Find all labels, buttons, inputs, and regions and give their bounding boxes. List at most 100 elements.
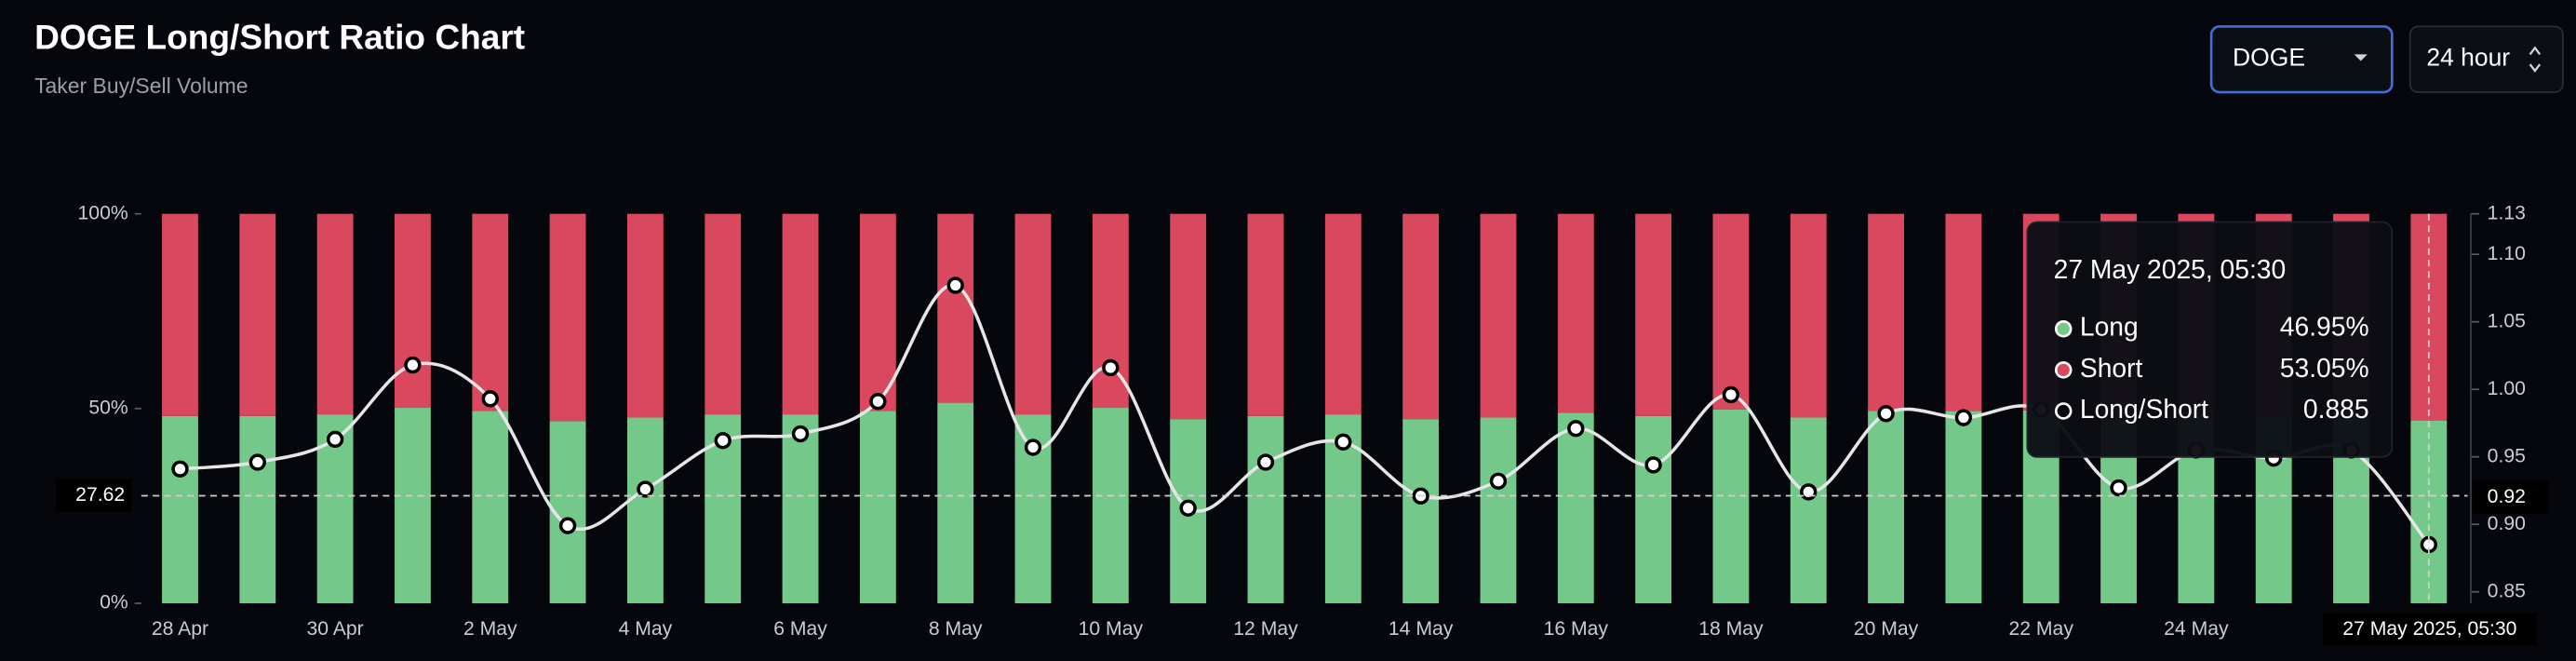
long-bar [1402,419,1440,604]
short-bar [704,213,742,415]
ratio-point [248,453,266,471]
short-bar [316,213,354,415]
select-value[interactable]: 24 hour [2426,44,2510,72]
ratio-point [1722,385,1740,404]
ratio-point [1489,472,1508,490]
long-bar [1712,409,1750,604]
short-bar [2410,213,2448,421]
ratio-point [1024,438,1042,456]
short-bar [239,213,276,416]
crosshair-y2-label: 0.92 [2488,486,2526,507]
ratio-point [558,517,577,534]
long-bar [937,402,974,604]
short-bar [1247,213,1284,416]
short-bar [1712,213,1750,410]
long-bar [1790,417,1827,604]
long-bar [395,408,431,604]
select-arrow[interactable] [2354,54,2368,61]
ratio-point [1335,433,1352,451]
x-tick-label: 6 May [773,618,827,640]
y-tick-label: 50% [88,397,128,418]
x-tick-label: 22 May [2008,618,2073,640]
ratio-point [869,393,887,411]
long-bar [1480,417,1517,604]
short-bar [395,213,431,409]
ratio-point [1877,405,1895,423]
short-bar [1402,213,1440,420]
select-value[interactable]: DOGE [2233,44,2305,72]
crosshair-x-label: 27 May 2025, 05:30 [2342,618,2516,640]
x-tick-label: 8 May [929,618,983,640]
tooltip-name: Long [2080,312,2139,342]
tooltip-box [2026,221,2394,458]
long-bar [1868,411,1904,604]
short-bar [1170,213,1207,420]
tooltip-name: Short [2080,353,2143,383]
period-select[interactable]: 24 hour [2408,25,2564,93]
tooltip-value: 46.95% [2280,312,2369,342]
long-bar [239,415,276,604]
ratio-point [326,430,344,449]
short-bar [549,213,586,422]
symbol-select[interactable]: DOGE [2209,25,2394,94]
ratio-point [404,356,422,374]
short-bar [1945,213,1982,411]
y2-tick-label: 1.00 [2488,378,2526,399]
ratio-point [1102,358,1120,377]
select-arrow[interactable] [2529,46,2542,73]
long-bar [1635,415,1672,604]
x-tick-label: 30 Apr [307,618,364,640]
tooltip-swatch [2054,402,2073,420]
long-bar [1557,412,1594,604]
select-box[interactable] [2408,25,2564,93]
x-tick-label: 18 May [1698,618,1764,640]
tooltip-value: 0.885 [2303,394,2369,424]
y2-tick-label: 0.85 [2488,580,2526,601]
ratio-point [1179,499,1197,517]
x-tick-label: 14 May [1389,618,1454,640]
long-bar [1092,408,1129,604]
select-box[interactable] [2209,25,2394,94]
ratio-point [1644,456,1662,474]
ratio-point [171,460,189,478]
tooltip-swatch [2054,319,2073,338]
tooltip-value: 53.05% [2280,353,2369,383]
long-bar [162,415,198,604]
y2-tick-label: 0.90 [2488,513,2526,534]
y2-tick-label: 1.13 [2488,202,2526,223]
y2-tick-label: 0.95 [2488,445,2526,466]
short-bar [859,213,896,411]
crosshair-label-bg [2472,480,2548,514]
ratio-point [481,390,499,408]
x-tick-label: 10 May [1079,618,1144,640]
short-bar [1480,213,1517,418]
long-bar [782,414,819,604]
tooltip-title: 27 May 2025, 05:30 [2054,254,2287,284]
page-subtitle: Taker Buy/Sell Volume [34,74,248,98]
tooltip-name: Long/Short [2080,394,2208,424]
short-bar [1790,213,1827,418]
short-bar [162,213,198,416]
short-bar [1868,213,1904,411]
ratio-point [1256,453,1275,471]
tooltip: 27 May 2025, 05:30 Long 46.95% Short 53.05% L… [2026,221,2394,458]
ratio-point [1800,483,1818,501]
crosshair-y-label: 27.62 [75,484,125,506]
ratio-point [791,425,810,443]
short-bar [1014,213,1052,415]
long-bar [626,417,664,604]
crosshair-label-bg [56,479,132,513]
short-bar [472,213,509,411]
ratio-point [714,432,731,450]
x-tick-label: 20 May [1854,618,1919,640]
long-bar [472,411,509,604]
long-bar [859,411,896,604]
ratio-point [2110,479,2127,497]
tooltip-swatch [2054,361,2073,379]
ratio-point [946,277,964,294]
page-title: DOGE Long/Short Ratio Chart [34,17,525,56]
short-bar [626,213,664,418]
y-tick-label: 100% [78,202,128,223]
